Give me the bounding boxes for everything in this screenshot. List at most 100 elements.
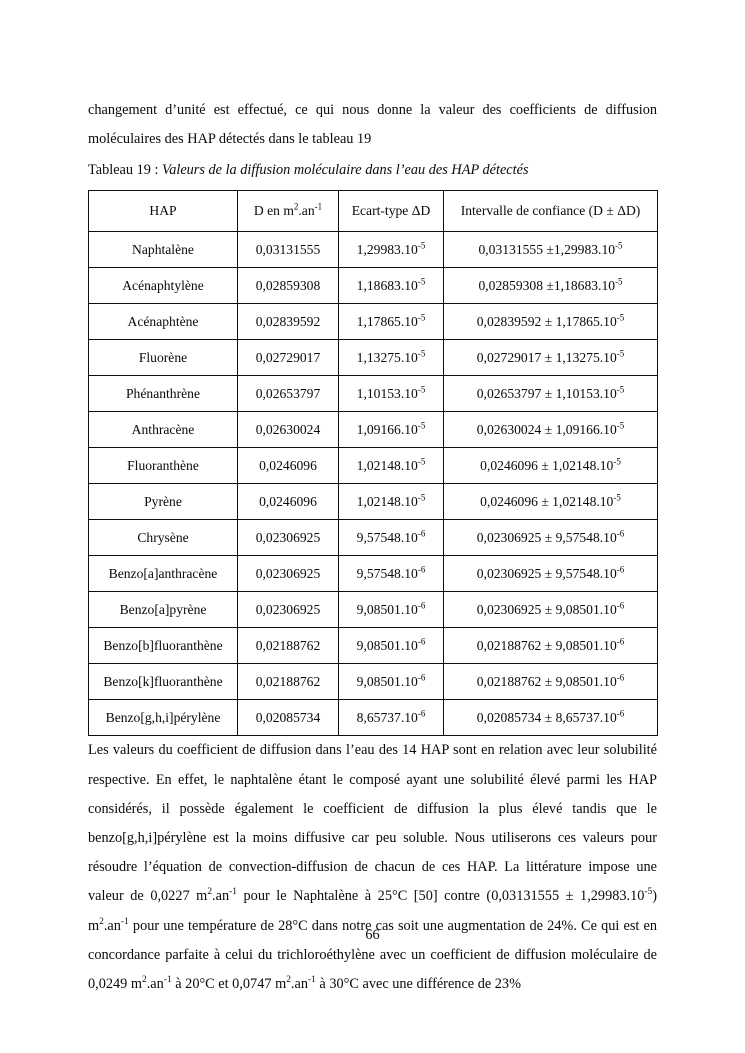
- cell-intervalle: 0,02188762 ± 9,08501.10-6: [443, 663, 658, 701]
- cell-intervalle-mantissa: 0,02839592 ± 1,17865.10: [476, 313, 617, 329]
- cell-ecart-type: 9,57548.10-6: [338, 555, 444, 593]
- table-row: Phénanthrène 0,02653797 1,10153.10-5 0,0…: [88, 375, 658, 413]
- table-row: Naphtalène 0,03131555 1,29983.10-5 0,031…: [88, 231, 658, 269]
- cell-ecart-type-mantissa: 1,29983.10: [356, 241, 418, 257]
- table-caption-title: Valeurs de la diffusion moléculaire dans…: [162, 162, 529, 179]
- cell-diffusion: 0,02839592: [237, 303, 339, 341]
- cell-intervalle: 0,02188762 ± 9,08501.10-6: [443, 627, 658, 665]
- column-header-ecart-type: Ecart-type ΔD: [338, 190, 444, 233]
- cell-ecart-type-mantissa: 9,57548.10: [356, 529, 418, 545]
- discussion-sup-3: -5: [644, 887, 653, 898]
- cell-intervalle: 0,02306925 ± 9,57548.10-6: [443, 555, 658, 593]
- cell-intervalle: 0,02085734 ± 8,65737.10-6: [443, 699, 658, 737]
- table-row: Pyrène 0,0246096 1,02148.10-5 0,0246096 …: [88, 483, 658, 521]
- cell-ecart-type-mantissa: 1,10153.10: [356, 385, 418, 401]
- cell-hap: Acénaphtène: [88, 303, 238, 341]
- cell-intervalle-mantissa: 0,02729017 ± 1,13275.10: [476, 349, 617, 365]
- discussion-part-3: pour le Naphtalène à 25°C [50] contre (0…: [236, 888, 645, 905]
- column-header-diffusion-prefix: D en m: [253, 203, 294, 219]
- discussion-sup-2: -1: [229, 887, 237, 898]
- cell-ecart-type-exponent: -5: [417, 456, 426, 467]
- cell-ecart-type-exponent: -5: [417, 384, 426, 395]
- cell-intervalle: 0,02306925 ± 9,57548.10-6: [443, 519, 658, 557]
- discussion-sup-4: 2: [99, 916, 104, 927]
- cell-diffusion: 0,02306925: [237, 519, 339, 557]
- cell-intervalle-exponent: -6: [616, 672, 625, 683]
- cell-hap: Benzo[a]pyrène: [88, 591, 238, 629]
- cell-ecart-type-exponent: -5: [417, 276, 426, 287]
- cell-diffusion: 0,02306925: [237, 555, 339, 593]
- cell-intervalle: 0,02839592 ± 1,17865.10-5: [443, 303, 658, 341]
- discussion-part-5: .an: [103, 917, 121, 934]
- table-caption: Tableau 19 : Valeurs de la diffusion mol…: [88, 154, 657, 184]
- discussion-sup-6: 2: [142, 975, 147, 986]
- cell-ecart-type: 1,02148.10-5: [338, 483, 444, 521]
- cell-ecart-type: 9,57548.10-6: [338, 519, 444, 557]
- cell-ecart-type-exponent: -6: [417, 636, 426, 647]
- cell-intervalle-mantissa: 0,02188762 ± 9,08501.10: [476, 637, 617, 653]
- cell-intervalle-mantissa: 0,02306925 ± 9,08501.10: [476, 601, 617, 617]
- cell-intervalle-exponent: -6: [616, 528, 625, 539]
- cell-ecart-type-exponent: -6: [417, 600, 426, 611]
- cell-ecart-type: 9,08501.10-6: [338, 627, 444, 665]
- table-row: Benzo[g,h,i]pérylène 0,02085734 8,65737.…: [88, 699, 658, 737]
- discussion-sup-7: -1: [163, 975, 172, 986]
- cell-hap: Fluorène: [88, 339, 238, 377]
- cell-intervalle: 0,02859308 ±1,18683.10-5: [443, 267, 658, 305]
- table-row: Benzo[k]fluoranthène 0,02188762 9,08501.…: [88, 663, 658, 701]
- cell-ecart-type-exponent: -5: [417, 312, 426, 323]
- discussion-part-4: ) m: [88, 888, 658, 934]
- discussion-part-6: pour une température de 28°C dans notre …: [88, 917, 657, 993]
- table-row: Benzo[a]anthracène 0,02306925 9,57548.10…: [88, 555, 658, 593]
- table-header-row: HAP D en m2.an-1 Ecart-type ΔD Intervall…: [88, 190, 658, 233]
- cell-intervalle-exponent: -5: [616, 420, 625, 431]
- cell-intervalle-mantissa: 0,03131555 ±1,29983.10: [478, 241, 616, 257]
- cell-ecart-type: 1,10153.10-5: [338, 375, 444, 413]
- intro-paragraph: changement d’unité est effectué, ce qui …: [88, 102, 657, 148]
- discussion-sup-8: 2: [286, 975, 291, 986]
- cell-ecart-type-exponent: -6: [417, 672, 426, 683]
- cell-intervalle-mantissa: 0,02306925 ± 9,57548.10: [476, 529, 617, 545]
- cell-intervalle-mantissa: 0,02653797 ± 1,10153.10: [476, 385, 617, 401]
- cell-diffusion: 0,0246096: [237, 447, 339, 485]
- cell-hap: Chrysène: [88, 519, 238, 557]
- cell-intervalle: 0,02729017 ± 1,13275.10-5: [443, 339, 658, 377]
- cell-diffusion: 0,02630024: [237, 411, 339, 449]
- table-row: Benzo[a]pyrène 0,02306925 9,08501.10-6 0…: [88, 591, 658, 629]
- cell-intervalle: 0,0246096 ± 1,02148.10-5: [443, 447, 658, 485]
- cell-ecart-type-exponent: -6: [417, 564, 426, 575]
- cell-ecart-type-exponent: -6: [417, 528, 426, 539]
- cell-ecart-type: 9,08501.10-6: [338, 663, 444, 701]
- cell-hap: Acénaphtylène: [88, 267, 238, 305]
- cell-ecart-type-mantissa: 1,18683.10: [356, 277, 418, 293]
- cell-ecart-type-exponent: -5: [417, 348, 426, 359]
- cell-hap: Benzo[k]fluoranthène: [88, 663, 238, 701]
- cell-intervalle-exponent: -6: [616, 564, 625, 575]
- cell-ecart-type-mantissa: 9,08501.10: [356, 637, 418, 653]
- diffusion-data-table: HAP D en m2.an-1 Ecart-type ΔD Intervall…: [88, 190, 658, 737]
- cell-diffusion: 0,02188762: [237, 663, 339, 701]
- cell-intervalle-exponent: -5: [616, 312, 625, 323]
- cell-intervalle-exponent: -5: [615, 276, 623, 287]
- cell-intervalle-mantissa: 0,02188762 ± 9,08501.10: [476, 673, 617, 689]
- cell-intervalle: 0,02306925 ± 9,08501.10-6: [443, 591, 658, 629]
- cell-intervalle-mantissa: 0,02630024 ± 1,09166.10: [476, 421, 617, 437]
- discussion-sup-1: 2: [207, 887, 213, 898]
- discussion-part-1: Les valeurs du coefficient de diffusion …: [88, 742, 657, 905]
- page-content: changement d’unité est effectué, ce qui …: [88, 96, 658, 999]
- column-header-hap: HAP: [88, 190, 238, 233]
- cell-ecart-type: 1,29983.10-5: [338, 231, 444, 269]
- cell-intervalle-mantissa: 0,0246096 ± 1,02148.10: [480, 457, 614, 473]
- page-number: 66: [365, 927, 380, 943]
- table-row: Acénaphtylène 0,02859308 1,18683.10-5 0,…: [88, 267, 658, 305]
- cell-ecart-type: 8,65737.10-6: [338, 699, 444, 737]
- cell-hap: Benzo[g,h,i]pérylène: [88, 699, 238, 737]
- column-header-intervalle: Intervalle de confiance (D ± ΔD): [443, 190, 658, 233]
- cell-hap: Benzo[b]fluoranthène: [88, 627, 238, 665]
- cell-ecart-type-mantissa: 1,02148.10: [356, 457, 418, 473]
- cell-diffusion: 0,02729017: [237, 339, 339, 377]
- cell-intervalle-exponent: -6: [616, 708, 625, 719]
- table-row: Fluorène 0,02729017 1,13275.10-5 0,02729…: [88, 339, 658, 377]
- cell-diffusion: 0,02653797: [237, 375, 339, 413]
